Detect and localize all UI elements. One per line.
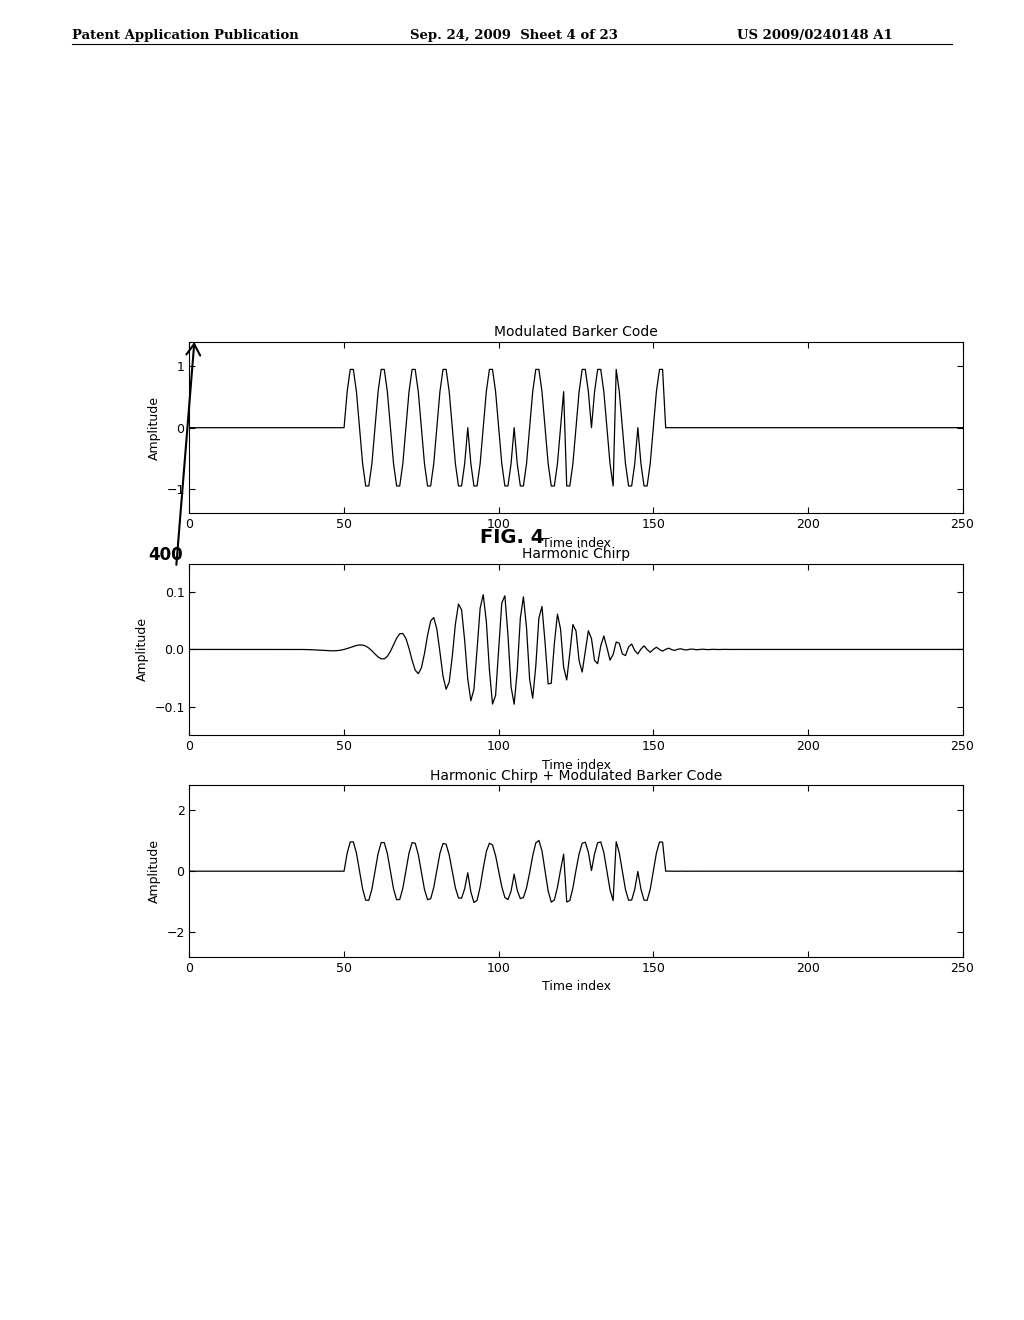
X-axis label: Time index: Time index: [542, 537, 610, 550]
Y-axis label: Amplitude: Amplitude: [135, 618, 148, 681]
X-axis label: Time index: Time index: [542, 981, 610, 994]
Text: US 2009/0240148 A1: US 2009/0240148 A1: [737, 29, 893, 42]
Y-axis label: Amplitude: Amplitude: [147, 840, 161, 903]
Title: Harmonic Chirp: Harmonic Chirp: [522, 546, 630, 561]
Text: Patent Application Publication: Patent Application Publication: [72, 29, 298, 42]
Title: Harmonic Chirp + Modulated Barker Code: Harmonic Chirp + Modulated Barker Code: [430, 768, 722, 783]
Text: 400: 400: [148, 546, 183, 565]
Y-axis label: Amplitude: Amplitude: [147, 396, 161, 459]
Title: Modulated Barker Code: Modulated Barker Code: [495, 325, 657, 339]
X-axis label: Time index: Time index: [542, 759, 610, 772]
Text: FIG. 4: FIG. 4: [480, 528, 544, 546]
Text: Sep. 24, 2009  Sheet 4 of 23: Sep. 24, 2009 Sheet 4 of 23: [410, 29, 617, 42]
